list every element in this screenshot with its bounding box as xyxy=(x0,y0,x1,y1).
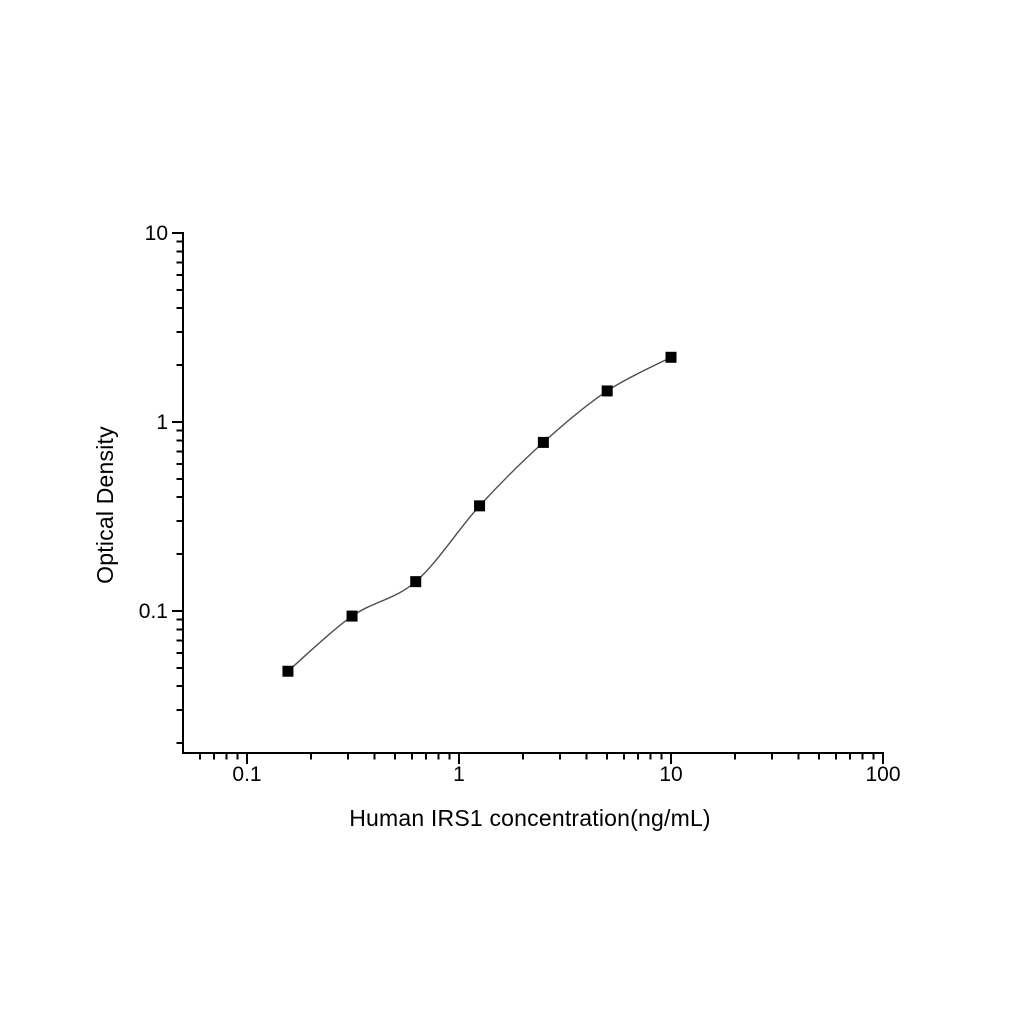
data-point-marker xyxy=(474,500,486,512)
x-tick-label: 10 xyxy=(659,763,682,786)
data-point-marker xyxy=(346,610,358,622)
x-axis-title: Human IRS1 concentration(ng/mL) xyxy=(349,805,711,831)
data-point-marker xyxy=(282,665,294,677)
data-point-marker xyxy=(601,385,613,397)
y-tick-label: 10 xyxy=(145,222,168,245)
data-point-marker xyxy=(537,436,549,448)
y-tick-label: 1 xyxy=(156,411,168,434)
y-axis-title: Optical Density xyxy=(92,426,118,584)
y-tick-label: 0.1 xyxy=(139,600,168,623)
x-tick-label: 0.1 xyxy=(232,763,261,786)
x-tick-label: 1 xyxy=(453,763,465,786)
data-point-marker xyxy=(665,351,677,363)
data-point-marker xyxy=(410,576,422,588)
fit-curve xyxy=(287,356,672,672)
x-tick-label: 100 xyxy=(865,763,900,786)
